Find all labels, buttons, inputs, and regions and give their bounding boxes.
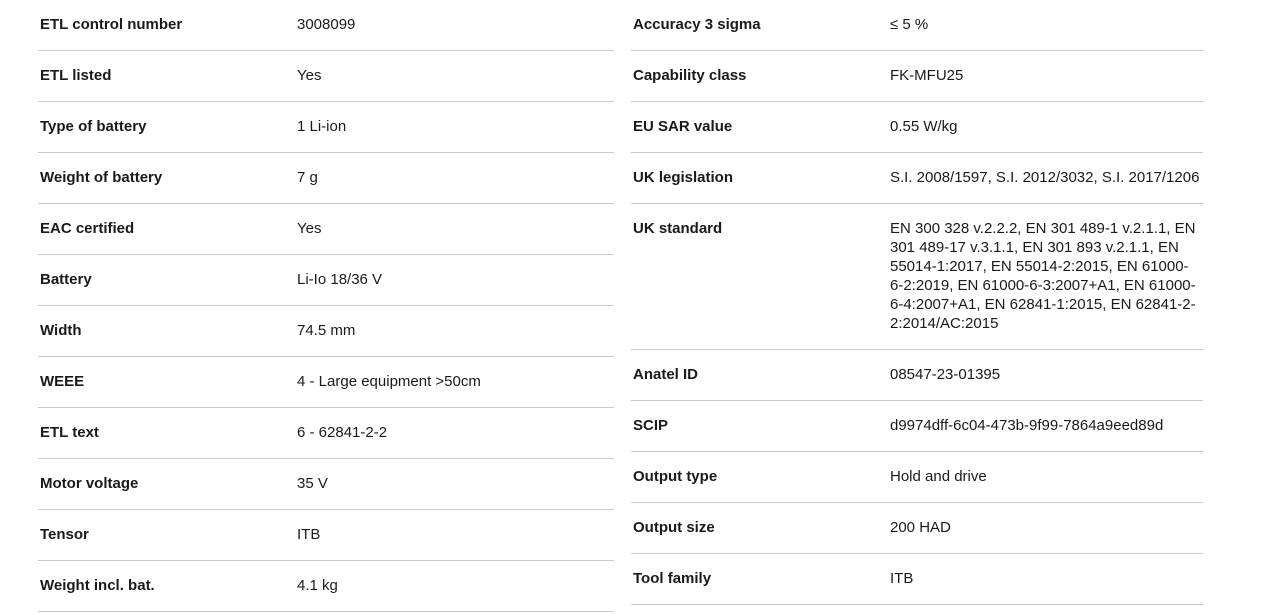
spec-label: WEEE	[40, 373, 85, 390]
spec-value: EN 300 328 v.2.2.2, EN 301 489-1 v.2.1.1…	[890, 220, 1196, 332]
spec-row-uk-legislation: UK legislation S.I. 2008/1597, S.I. 2012…	[631, 153, 1203, 204]
spec-row-motor-voltage: Motor voltage 35 V	[38, 459, 614, 510]
spec-label: Weight incl. bat.	[40, 577, 155, 594]
spec-row-battery: Battery Li-Io 18/36 V	[38, 255, 614, 306]
spec-value: 4.1 kg	[297, 577, 338, 594]
spec-value: FK-MFU25	[890, 67, 964, 84]
spec-value: 0.55 W/kg	[890, 118, 958, 135]
spec-row-uk-standard: UK standard EN 300 328 v.2.2.2, EN 301 4…	[631, 204, 1203, 350]
spec-column-left: ETL control number 3008099 ETL listed Ye…	[38, 0, 614, 612]
spec-label: Tensor	[40, 526, 89, 543]
spec-value: Yes	[297, 67, 322, 84]
spec-label: Output type	[633, 468, 718, 485]
spec-label: ETL control number	[40, 16, 183, 33]
spec-row-weight-of-battery: Weight of battery 7 g	[38, 153, 614, 204]
spec-label: ETL text	[40, 424, 99, 441]
spec-label: Weight of battery	[40, 169, 163, 186]
spec-row-etl-text: ETL text 6 - 62841-2-2	[38, 408, 614, 459]
spec-row-weight-incl-bat: Weight incl. bat. 4.1 kg	[38, 561, 614, 612]
spec-label: Capability class	[633, 67, 747, 84]
spec-value: 74.5 mm	[297, 322, 356, 339]
spec-value: d9974dff-6c04-473b-9f99-7864a9eed89d	[890, 417, 1164, 434]
spec-row-type-of-battery: Type of battery 1 Li-ion	[38, 102, 614, 153]
spec-label: EU SAR value	[633, 118, 733, 135]
spec-row-etl-listed: ETL listed Yes	[38, 51, 614, 102]
spec-row-etl-control-number: ETL control number 3008099	[38, 0, 614, 51]
spec-value: 1 Li-ion	[297, 118, 347, 135]
spec-row-tensor: Tensor ITB	[38, 510, 614, 561]
spec-value: Hold and drive	[890, 468, 987, 485]
spec-row-anatel-id: Anatel ID 08547-23-01395	[631, 350, 1203, 401]
spec-row-scip: SCIP d9974dff-6c04-473b-9f99-7864a9eed89…	[631, 401, 1203, 452]
spec-label: Output size	[633, 519, 715, 536]
spec-value: ITB	[297, 526, 321, 543]
spec-column-right: Accuracy 3 sigma ≤ 5 % Capability class …	[631, 0, 1203, 612]
spec-value: 7 g	[297, 169, 318, 186]
spec-row-width: Width 74.5 mm	[38, 306, 614, 357]
spec-label: Width	[40, 322, 82, 339]
spec-label: ETL listed	[40, 67, 112, 84]
spec-value: 35 V	[297, 475, 328, 492]
spec-label: UK legislation	[633, 169, 734, 186]
spec-value: 3008099	[297, 16, 356, 33]
spec-value: S.I. 2008/1597, S.I. 2012/3032, S.I. 201…	[890, 169, 1200, 186]
spec-label: EAC certified	[40, 220, 135, 237]
spec-label: Battery	[40, 271, 92, 288]
spec-row-eac-certified: EAC certified Yes	[38, 204, 614, 255]
spec-row-accuracy-3-sigma: Accuracy 3 sigma ≤ 5 %	[631, 0, 1203, 51]
spec-row-output-size: Output size 200 HAD	[631, 503, 1203, 554]
spec-value: Yes	[297, 220, 322, 237]
spec-value: 4 - Large equipment >50cm	[297, 373, 481, 390]
spec-row-tool-family: Tool family ITB	[631, 554, 1203, 605]
spec-label: Type of battery	[40, 118, 147, 135]
spec-value: Li-Io 18/36 V	[297, 271, 383, 288]
spec-row-output-type: Output type Hold and drive	[631, 452, 1203, 503]
spec-value: 6 - 62841-2-2	[297, 424, 388, 441]
spec-label: Accuracy 3 sigma	[633, 16, 761, 33]
spec-row-eu-sar-value: EU SAR value 0.55 W/kg	[631, 102, 1203, 153]
spec-label: SCIP	[633, 417, 669, 434]
spec-label: Tool family	[633, 570, 712, 587]
spec-row-weee: WEEE 4 - Large equipment >50cm	[38, 357, 614, 408]
spec-row-capability-class: Capability class FK-MFU25	[631, 51, 1203, 102]
spec-value: 200 HAD	[890, 519, 951, 536]
spec-label: Motor voltage	[40, 475, 139, 492]
spec-label: UK standard	[633, 220, 723, 237]
spec-value: ≤ 5 %	[890, 16, 929, 33]
spec-value: 08547-23-01395	[890, 366, 1001, 383]
spec-value: ITB	[890, 570, 914, 587]
spec-label: Anatel ID	[633, 366, 699, 383]
